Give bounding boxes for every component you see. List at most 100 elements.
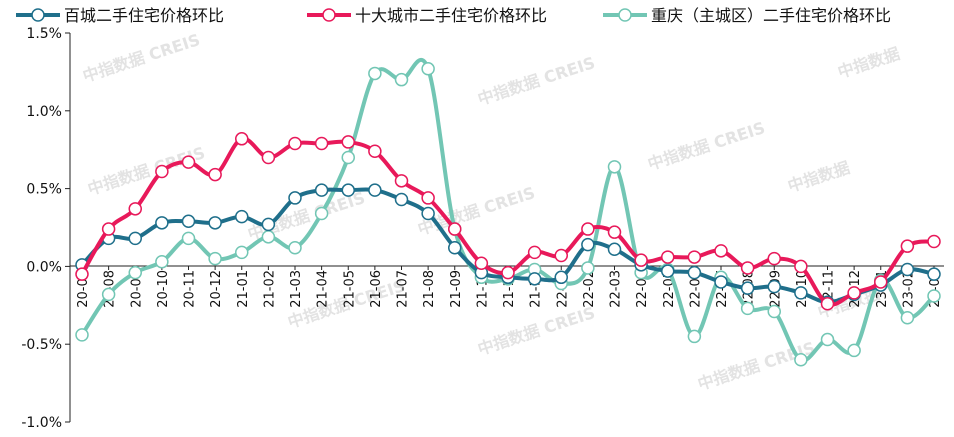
legend-marker-chongqing <box>618 8 632 22</box>
x-tick-label: 20-12 <box>209 270 224 308</box>
x-tick-label: 20-11 <box>183 270 198 308</box>
legend-label-top-ten-city: 十大城市二手住宅价格环比 <box>355 6 547 25</box>
data-point <box>314 183 329 197</box>
x-tick-label: 21-03 <box>289 270 304 308</box>
data-point <box>101 222 116 236</box>
data-point <box>501 265 515 280</box>
data-point <box>394 174 409 188</box>
data-point <box>740 261 755 275</box>
data-point <box>607 160 622 174</box>
data-point <box>368 66 382 81</box>
data-point <box>927 289 941 303</box>
legend: 百城二手住宅价格环比 十大城市二手住宅价格环比 重庆（主城区）二手住宅价格环比 <box>16 6 891 25</box>
data-point <box>740 301 755 316</box>
x-tick-label: 21-06 <box>369 270 384 308</box>
data-point <box>874 275 888 289</box>
x-tick-label: 21-02 <box>262 270 277 308</box>
data-point <box>687 265 702 280</box>
x-tick-label: 21-05 <box>342 270 357 308</box>
watermark-text: 中指数据 CREIS <box>475 53 597 109</box>
series-chongqing <box>75 58 941 367</box>
data-point <box>448 240 462 255</box>
data-point <box>554 248 568 263</box>
series-top-ten-city <box>75 132 941 311</box>
data-point <box>261 217 276 232</box>
x-tick-label: 21-04 <box>316 270 331 308</box>
data-point <box>794 259 808 274</box>
data-point <box>687 329 702 344</box>
y-tick-label: 1.5% <box>26 26 62 42</box>
x-tick-label: 22-06 <box>688 270 703 308</box>
data-point <box>634 253 648 267</box>
data-point <box>314 136 329 151</box>
data-point <box>714 275 728 289</box>
data-point <box>394 192 409 207</box>
data-point <box>581 222 595 236</box>
data-point <box>794 353 808 367</box>
data-point <box>128 202 142 216</box>
data-point <box>527 272 542 286</box>
data-point <box>181 231 196 246</box>
x-tick-label: 21-07 <box>396 270 411 308</box>
data-point <box>927 267 941 281</box>
data-point <box>661 250 675 264</box>
data-point <box>341 183 355 197</box>
watermark-text: 中指数据 <box>785 158 852 196</box>
data-point <box>661 264 675 278</box>
x-tick-label: 20-10 <box>156 270 171 308</box>
y-tick-label: 0.0% <box>26 259 62 275</box>
data-point <box>581 237 595 252</box>
x-tick-label: 22-02 <box>582 270 597 308</box>
data-point <box>288 136 302 151</box>
x-tick-label: 21-01 <box>236 270 251 308</box>
data-point <box>208 167 222 182</box>
series-lines <box>75 58 941 367</box>
data-point <box>448 222 462 236</box>
x-tick-label: 23-02 <box>901 270 916 308</box>
legend-marker-hundred-city <box>31 8 45 22</box>
data-point <box>235 245 249 260</box>
data-point <box>607 242 622 257</box>
data-point <box>155 254 169 269</box>
data-point <box>394 72 409 87</box>
data-point <box>75 267 89 281</box>
y-tick-label: 1.0% <box>26 104 62 120</box>
data-point <box>261 230 276 244</box>
data-point <box>235 132 249 146</box>
data-point <box>900 262 915 277</box>
data-point <box>794 286 808 300</box>
data-point <box>341 135 355 149</box>
data-point <box>368 144 382 159</box>
data-point <box>767 251 781 266</box>
data-point <box>927 234 941 249</box>
data-point <box>128 265 142 280</box>
data-point <box>474 256 489 271</box>
watermark-text: 中指数据 <box>835 44 902 82</box>
watermark-text: 中指数据 CREIS <box>475 303 597 359</box>
data-point <box>820 296 835 311</box>
data-point <box>75 328 89 342</box>
data-point <box>740 281 755 295</box>
data-point <box>607 225 622 239</box>
data-point <box>767 304 781 319</box>
y-tick-label: 0.5% <box>26 182 62 198</box>
data-point <box>181 214 196 229</box>
watermark-text: 中指数据 CREIS <box>645 118 767 174</box>
x-tick-label: 21-08 <box>422 270 437 308</box>
data-point <box>208 251 222 266</box>
data-point <box>155 216 169 230</box>
x-tick-label: 22-03 <box>609 270 624 308</box>
data-point <box>341 150 355 165</box>
watermark-text: 中指数据 CREIS <box>80 30 202 86</box>
data-point <box>527 245 542 260</box>
data-point <box>847 286 861 300</box>
data-point <box>314 206 329 221</box>
data-point <box>421 191 435 205</box>
data-point <box>581 261 595 275</box>
data-point <box>368 183 382 197</box>
data-point <box>767 279 781 294</box>
data-point <box>101 287 116 302</box>
data-point <box>128 231 142 246</box>
